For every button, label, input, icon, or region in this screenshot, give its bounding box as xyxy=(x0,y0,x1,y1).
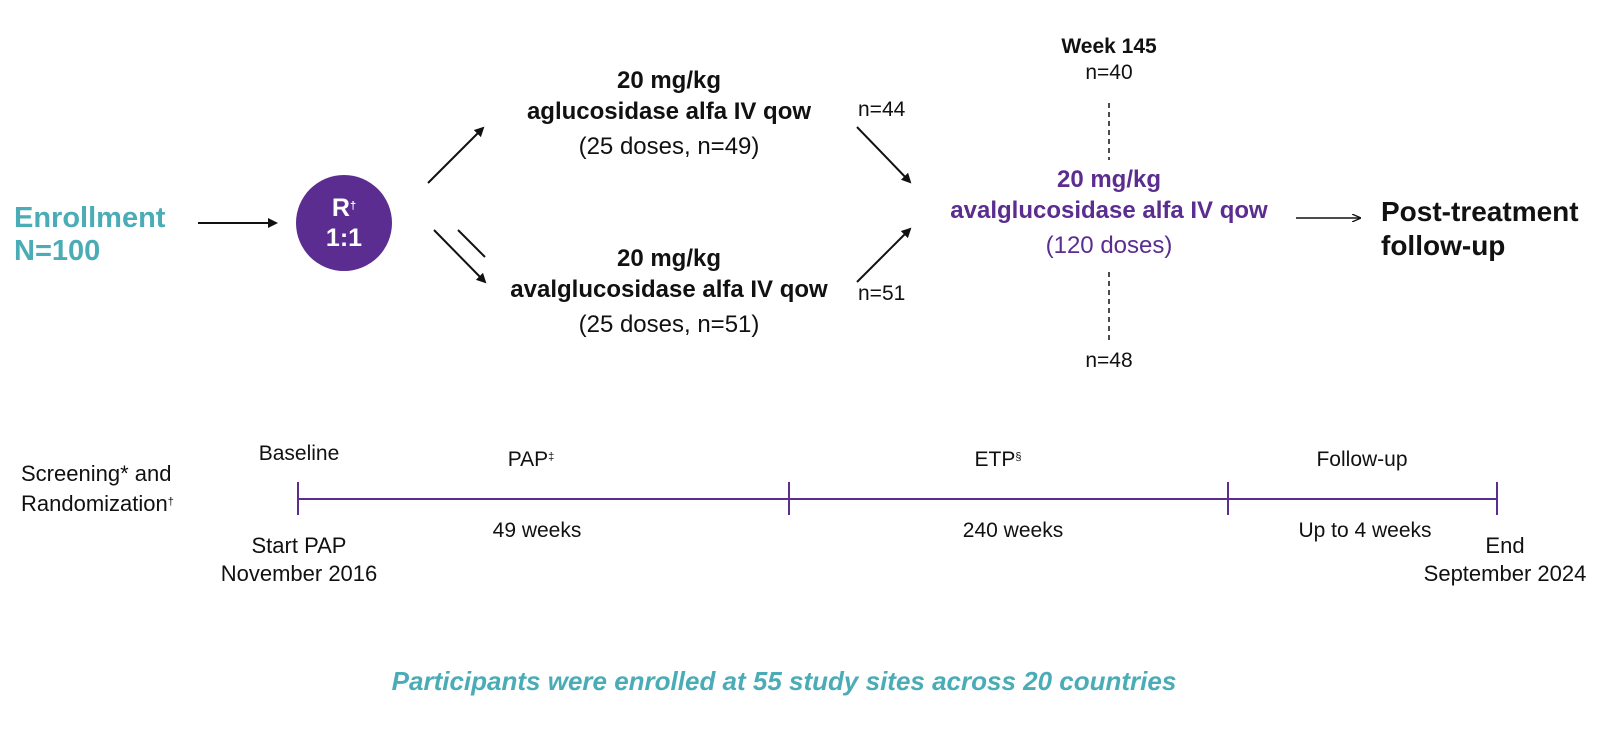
baseline-label: Baseline xyxy=(258,442,340,465)
post-treatment-block: Post-treatment follow-up xyxy=(1381,195,1579,263)
enrollment-block: Enrollment N=100 xyxy=(14,202,165,268)
etp-label-text: ETP xyxy=(974,448,1016,471)
start-line1: Start PAP xyxy=(251,533,347,558)
extension-drug: avalglucosidase alfa IV qow xyxy=(950,197,1268,224)
randomization-label: R† xyxy=(332,193,356,223)
etp-label: ETP§ xyxy=(975,447,1022,472)
randomization-ratio: 1:1 xyxy=(325,224,363,252)
top-arm-dose: 20 mg/kg xyxy=(616,67,722,94)
end-line2: September 2024 xyxy=(1423,561,1587,586)
top-arm-block: 20 mg/kg aglucosidase alfa IV qow (25 do… xyxy=(527,65,811,162)
screening-label: Screening* and Randomization† xyxy=(21,459,174,519)
extension-detail: (120 doses) xyxy=(1045,232,1173,259)
start-label: Start PAP November 2016 xyxy=(221,532,378,588)
top-arm-detail: (25 doses, n=49) xyxy=(578,133,760,160)
bottom-arm-dose: 20 mg/kg xyxy=(616,245,722,272)
top-arm-n-out: n=44 xyxy=(858,98,906,121)
pap-label: PAP‡ xyxy=(508,447,555,472)
footer-note: Participants were enrolled at 55 study s… xyxy=(391,666,1177,696)
enrollment-label: Enrollment xyxy=(14,202,166,234)
top-arm-drug: aglucosidase alfa IV qow xyxy=(526,98,812,125)
randomization-mark: † xyxy=(349,200,357,212)
pap-mark: ‡ xyxy=(548,451,555,463)
bottom-arm-detail: (25 doses, n=51) xyxy=(578,311,760,338)
end-label: End September 2024 xyxy=(1424,532,1587,588)
pap-duration: 49 weeks xyxy=(492,519,582,542)
end-line1: End xyxy=(1485,533,1525,558)
post-treatment-line2: follow-up xyxy=(1381,230,1506,261)
bottom-arm-n-out: n=51 xyxy=(858,282,906,305)
bottom-arm-block: 20 mg/kg avalglucosidase alfa IV qow (25… xyxy=(510,243,827,340)
randomization-circle: R† 1:1 xyxy=(296,175,392,271)
start-line2: November 2016 xyxy=(220,561,378,586)
extension-dose: 20 mg/kg xyxy=(1056,166,1162,193)
post-treatment-line1: Post-treatment xyxy=(1381,196,1579,227)
extension-n-top: n=40 xyxy=(1085,61,1133,84)
etp-duration: 240 weeks xyxy=(962,519,1064,542)
followup-label: Follow-up xyxy=(1316,448,1408,471)
randomization-letter: R xyxy=(331,194,350,222)
arrow-to-bottom-arm xyxy=(457,229,486,258)
screening-line1: Screening* and xyxy=(21,461,172,486)
screening-line2: Randomization xyxy=(21,491,168,516)
bottom-arm-drug: avalglucosidase alfa IV qow xyxy=(510,276,828,303)
arrow-top-arm-to-extension xyxy=(856,126,912,184)
extension-week: Week 145 xyxy=(1061,35,1157,58)
pap-label-text: PAP xyxy=(507,448,549,471)
arrow-to-top-arm xyxy=(427,126,485,184)
screening-mark: † xyxy=(167,496,174,508)
etp-mark: § xyxy=(1015,451,1022,463)
arrow-bottom-arm-to-extension xyxy=(856,227,912,283)
arrow-to-bottom-arm-end xyxy=(433,229,487,284)
followup-duration: Up to 4 weeks xyxy=(1298,519,1432,542)
extension-block: 20 mg/kg avalglucosidase alfa IV qow (12… xyxy=(950,164,1267,261)
extension-n-bottom: n=48 xyxy=(1085,349,1133,372)
enrollment-count: N=100 xyxy=(14,235,101,267)
